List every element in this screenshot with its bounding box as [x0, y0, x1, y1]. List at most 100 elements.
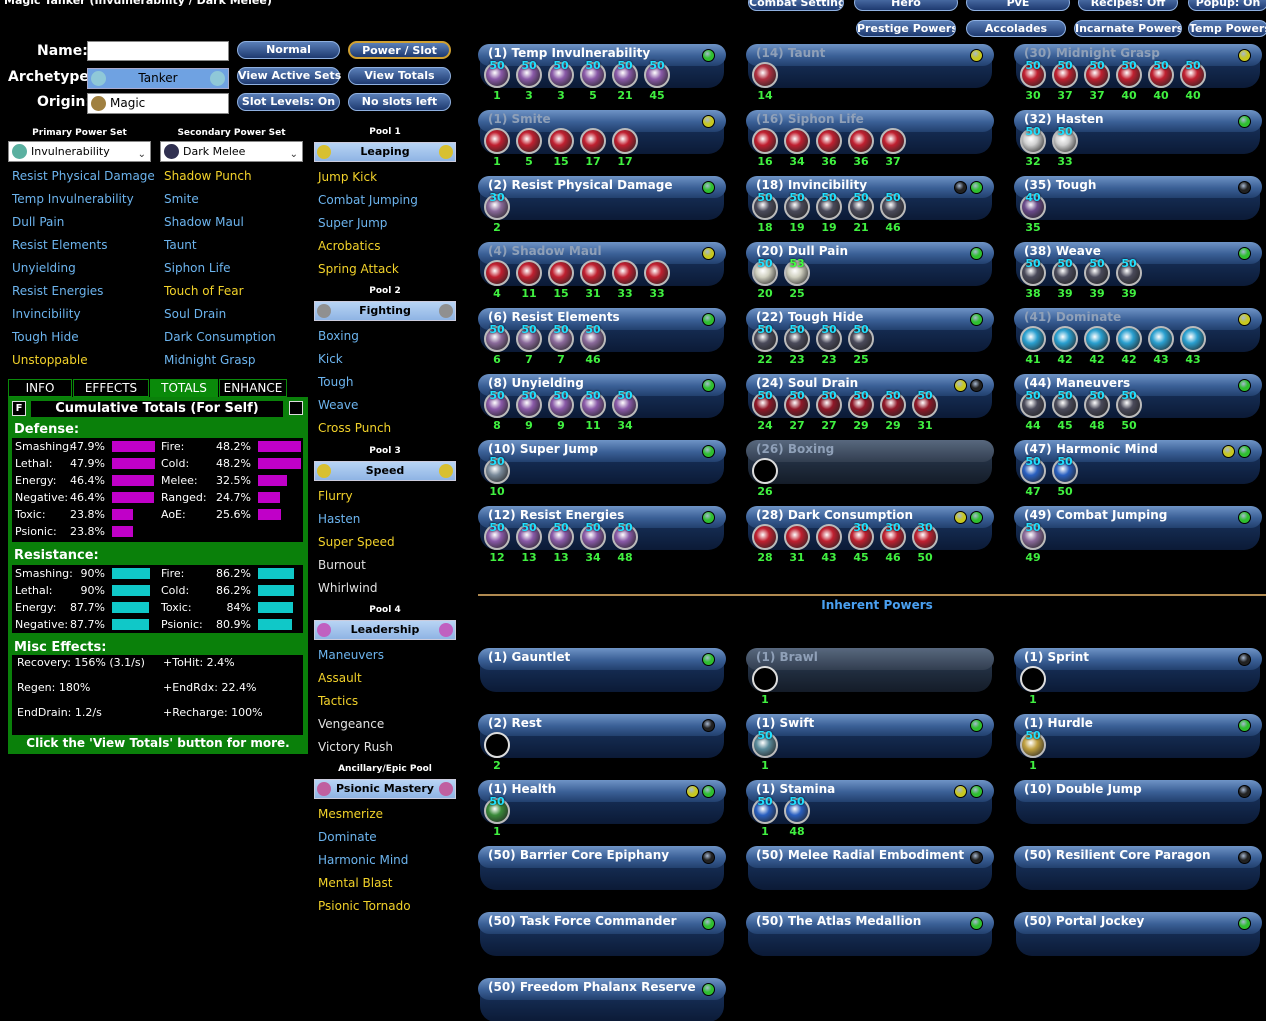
enhancement-slot[interactable] — [1052, 260, 1078, 286]
power-card[interactable]: (1) Sprint 1 — [1014, 648, 1262, 708]
power-card[interactable]: (26) Boxing 26 — [746, 440, 994, 500]
power-list-item[interactable]: Mental Blast — [318, 876, 393, 891]
enhancement-slot[interactable] — [580, 392, 606, 418]
action-button[interactable]: View Active Sets — [237, 67, 341, 85]
top-button[interactable]: Popup: On — [1188, 0, 1266, 11]
power-card[interactable]: (49) Combat Jumping 50 49 — [1014, 506, 1262, 566]
power-list-item[interactable]: Flurry — [318, 488, 353, 503]
top-button[interactable]: Recipes: Off — [1078, 0, 1178, 11]
top-button[interactable]: Hero — [854, 0, 958, 11]
power-list-item[interactable]: Shadow Maul — [164, 215, 244, 229]
flag-box[interactable]: F — [12, 401, 26, 416]
power-card[interactable]: (20) Dull Pain 50 20 53 25 — [746, 242, 994, 302]
power-list-item[interactable]: Smite — [164, 192, 199, 206]
enhancement-slot[interactable] — [548, 128, 574, 154]
power-card[interactable]: (14) Taunt 14 — [746, 44, 994, 104]
enhancement-slot[interactable] — [484, 128, 510, 154]
enhancement-slot[interactable] — [484, 326, 510, 352]
enhancement-slot[interactable] — [784, 326, 810, 352]
enhancement-slot[interactable] — [1084, 392, 1110, 418]
enhancement-slot[interactable] — [516, 260, 542, 286]
top-button[interactable]: Prestige Powers — [856, 20, 956, 37]
top-button[interactable]: PvE — [966, 0, 1070, 11]
enhancement-slot[interactable] — [1020, 458, 1046, 484]
power-list-item[interactable]: Dull Pain — [12, 215, 65, 229]
enhancement-slot[interactable] — [1084, 62, 1110, 88]
enhancement-slot[interactable] — [880, 194, 906, 220]
enhancement-slot[interactable] — [848, 392, 874, 418]
power-card[interactable]: (50) Task Force Commander — [478, 912, 726, 972]
enhancement-slot[interactable] — [580, 326, 606, 352]
power-card[interactable]: (12) Resist Energies 50 12 50 13 50 13 50 34 50 48 — [478, 506, 726, 566]
pool-header[interactable]: Fighting — [314, 301, 456, 322]
enhancement-slot[interactable] — [784, 524, 810, 550]
power-card[interactable]: (1) Brawl 1 — [746, 648, 994, 708]
enhancement-slot[interactable] — [1116, 62, 1142, 88]
enhancement-slot[interactable] — [548, 260, 574, 286]
enhancement-slot[interactable] — [644, 62, 670, 88]
power-list-item[interactable]: Taunt — [164, 238, 197, 252]
power-list-item[interactable]: Dominate — [318, 830, 377, 845]
power-list-item[interactable]: Spring Attack — [318, 262, 399, 276]
enhancement-slot[interactable] — [484, 62, 510, 88]
power-card[interactable]: (50) The Atlas Medallion — [746, 912, 994, 972]
power-list-item[interactable]: Invincibility — [12, 307, 81, 321]
power-card[interactable]: (10) Super Jump 50 10 — [478, 440, 726, 500]
top-button[interactable]: Combat Settings — [748, 0, 844, 11]
action-button[interactable]: Slot Levels: On — [237, 93, 340, 111]
power-card[interactable]: (44) Maneuvers 50 44 50 45 50 48 50 50 — [1014, 374, 1262, 434]
power-list-item[interactable]: Midnight Grasp — [164, 353, 256, 367]
empty-slot[interactable] — [752, 666, 778, 692]
enhancement-slot[interactable] — [1052, 458, 1078, 484]
enhancement-slot[interactable] — [516, 524, 542, 550]
enhancement-slot[interactable] — [816, 524, 842, 550]
power-card[interactable]: (8) Unyielding 50 8 50 9 50 9 50 11 50 34 — [478, 374, 726, 434]
power-card[interactable]: (32) Hasten 50 32 50 33 — [1014, 110, 1262, 170]
power-list-item[interactable]: Touch of Fear — [164, 284, 244, 298]
enhancement-slot[interactable] — [1052, 392, 1078, 418]
enhancement-slot[interactable] — [1052, 326, 1078, 352]
tab[interactable]: TOTALS — [150, 379, 218, 397]
power-list-item[interactable]: Super Speed — [318, 534, 395, 549]
power-card[interactable]: (35) Tough 40 35 — [1014, 176, 1262, 236]
power-card[interactable]: (30) Midnight Grasp 50 30 50 37 50 37 50 40 50 40 5… — [1014, 44, 1262, 104]
power-card[interactable]: (16) Siphon Life 16 34 36 36 37 — [746, 110, 994, 170]
enhancement-slot[interactable] — [1020, 260, 1046, 286]
popup-icon[interactable] — [289, 401, 303, 415]
power-list-item[interactable]: Temp Invulnerability — [12, 192, 134, 206]
enhancement-slot[interactable] — [1020, 326, 1046, 352]
power-card[interactable]: (1) Smite 1 5 15 17 17 — [478, 110, 726, 170]
enhancement-slot[interactable] — [880, 128, 906, 154]
action-button[interactable]: Normal — [237, 41, 340, 59]
enhancement-slot[interactable] — [816, 128, 842, 154]
enhancement-slot[interactable] — [1020, 524, 1046, 550]
origin-dropdown[interactable]: Magic — [87, 93, 229, 114]
power-list-item[interactable]: Victory Rush — [318, 739, 394, 754]
enhancement-slot[interactable] — [484, 798, 510, 824]
enhancement-slot[interactable] — [516, 128, 542, 154]
action-button[interactable]: No slots left — [348, 93, 451, 111]
enhancement-slot[interactable] — [1084, 260, 1110, 286]
enhancement-slot[interactable] — [784, 128, 810, 154]
enhancement-slot[interactable] — [1020, 62, 1046, 88]
enhancement-slot[interactable] — [752, 260, 778, 286]
power-list-item[interactable]: Boxing — [318, 329, 359, 344]
enhancement-slot[interactable] — [752, 798, 778, 824]
power-card[interactable]: (41) Dominate 41 42 42 42 43 43 — [1014, 308, 1262, 368]
power-card[interactable]: (50) Resilient Core Paragon — [1014, 846, 1262, 906]
power-list-item[interactable]: Vengeance — [318, 716, 385, 731]
power-card[interactable]: (6) Resist Elements 50 6 50 7 50 7 50 46 — [478, 308, 726, 368]
power-card[interactable]: (47) Harmonic Mind 50 47 50 50 — [1014, 440, 1262, 500]
power-list-item[interactable]: Hasten — [318, 511, 361, 526]
enhancement-slot[interactable] — [484, 194, 510, 220]
enhancement-slot[interactable] — [1084, 326, 1110, 352]
power-list-item[interactable]: Tough Hide — [12, 330, 79, 344]
power-list-item[interactable]: Harmonic Mind — [318, 853, 409, 868]
enhancement-slot[interactable] — [548, 62, 574, 88]
power-list-item[interactable]: Unstoppable — [12, 353, 88, 367]
power-card[interactable]: (50) Melee Radial Embodiment — [746, 846, 994, 906]
power-card[interactable]: (10) Double Jump — [1014, 780, 1262, 840]
power-card[interactable]: (1) Gauntlet — [478, 648, 726, 708]
enhancement-slot[interactable] — [1020, 128, 1046, 154]
enhancement-slot[interactable] — [1180, 326, 1206, 352]
